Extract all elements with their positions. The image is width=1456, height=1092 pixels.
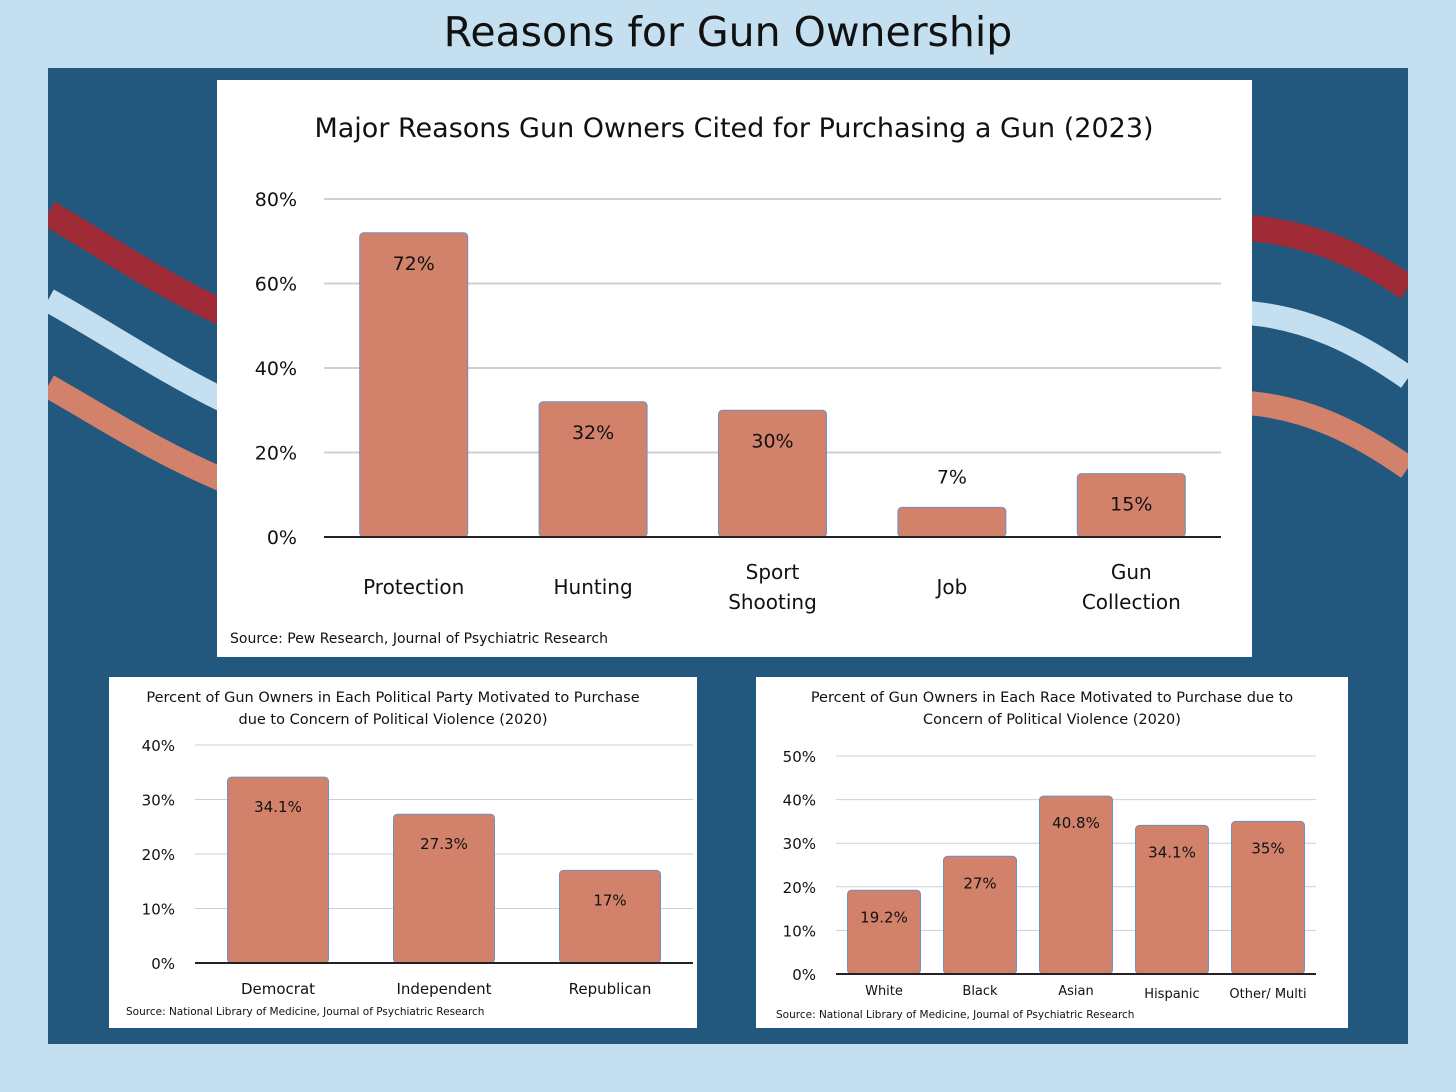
x-tick-label: Asian <box>1058 984 1093 999</box>
data-label: 27% <box>963 874 996 892</box>
data-label: 7% <box>937 466 967 488</box>
decorative-waves <box>48 201 1408 492</box>
chart-title: Concern of Political Violence (2020) <box>923 712 1181 728</box>
data-label: 27.3% <box>420 835 468 853</box>
y-tick-label: 20% <box>783 879 816 897</box>
x-tick-label: Democrat <box>241 980 315 998</box>
y-tick-label: 0% <box>267 527 297 549</box>
wave-light-left <box>48 289 229 411</box>
x-tick-label: Hunting <box>554 575 633 599</box>
wave-light-right <box>1246 301 1408 388</box>
x-tick-label: Other/ Multi <box>1229 987 1306 1002</box>
bar <box>718 409 827 538</box>
source-note: Source: National Library of Medicine, Jo… <box>126 1006 484 1018</box>
data-label: 32% <box>572 422 614 444</box>
y-tick-label: 30% <box>142 792 175 810</box>
chart-panel-race: Percent of Gun Owners in Each Race Motiv… <box>756 677 1348 1028</box>
y-tick-label: 20% <box>142 846 175 864</box>
wave-orange-right <box>1246 391 1408 478</box>
data-label: 15% <box>1110 494 1152 516</box>
chart-title: Percent of Gun Owners in Each Race Motiv… <box>811 690 1293 706</box>
data-label: 72% <box>393 253 435 275</box>
data-label: 40.8% <box>1052 814 1100 832</box>
x-tick-label: Sport <box>746 560 800 584</box>
data-label: 19.2% <box>860 908 908 926</box>
wave-red-right <box>1246 215 1408 299</box>
chart-panel-purchase-reasons: Major Reasons Gun Owners Cited for Purch… <box>217 80 1252 657</box>
y-tick-label: 30% <box>783 835 816 853</box>
bar-chart-political-party: Percent of Gun Owners in Each Political … <box>126 690 693 1018</box>
page-title: Reasons for Gun Ownership <box>443 8 1013 56</box>
bar-chart-purchase-reasons: Major Reasons Gun Owners Cited for Purch… <box>230 113 1221 647</box>
y-tick-label: 60% <box>255 274 297 296</box>
data-label: 17% <box>593 891 626 909</box>
x-tick-label: Shooting <box>728 590 817 614</box>
y-tick-label: 10% <box>783 922 816 940</box>
y-tick-label: 40% <box>255 358 297 380</box>
x-tick-label: Republican <box>569 980 652 998</box>
source-note: Source: Pew Research, Journal of Psychia… <box>230 631 608 647</box>
x-tick-label: Independent <box>396 980 491 998</box>
bar-chart-race: Percent of Gun Owners in Each Race Motiv… <box>776 690 1316 1021</box>
wave-orange-left <box>48 375 228 492</box>
chart-panel-political-party: Percent of Gun Owners in Each Political … <box>109 677 697 1028</box>
x-tick-label: Collection <box>1082 590 1181 614</box>
chart-title: Percent of Gun Owners in Each Political … <box>146 690 639 706</box>
x-tick-label: Black <box>962 984 998 999</box>
bar <box>897 506 1007 538</box>
x-tick-label: Hispanic <box>1144 987 1199 1002</box>
y-tick-label: 0% <box>151 955 175 973</box>
chart-title: due to Concern of Political Violence (20… <box>239 712 548 728</box>
y-tick-label: 40% <box>142 737 175 755</box>
y-tick-label: 10% <box>142 901 175 919</box>
chart-title: Major Reasons Gun Owners Cited for Purch… <box>314 113 1153 144</box>
wave-red-left <box>48 201 229 325</box>
y-tick-label: 20% <box>255 443 297 465</box>
data-label: 30% <box>751 430 793 452</box>
x-tick-label: Gun <box>1111 560 1152 584</box>
x-tick-label: Protection <box>363 575 464 599</box>
y-tick-label: 40% <box>783 792 816 810</box>
data-label: 35% <box>1251 839 1284 857</box>
x-tick-label: White <box>865 984 903 999</box>
data-label: 34.1% <box>254 798 302 816</box>
bar <box>847 889 921 975</box>
y-tick-label: 50% <box>783 748 816 766</box>
y-tick-label: 0% <box>792 966 816 984</box>
bar <box>359 232 469 538</box>
bar <box>559 869 661 964</box>
data-label: 34.1% <box>1148 843 1196 861</box>
x-tick-label: Job <box>934 575 967 599</box>
source-note: Source: National Library of Medicine, Jo… <box>776 1009 1134 1021</box>
y-tick-label: 80% <box>255 189 297 211</box>
